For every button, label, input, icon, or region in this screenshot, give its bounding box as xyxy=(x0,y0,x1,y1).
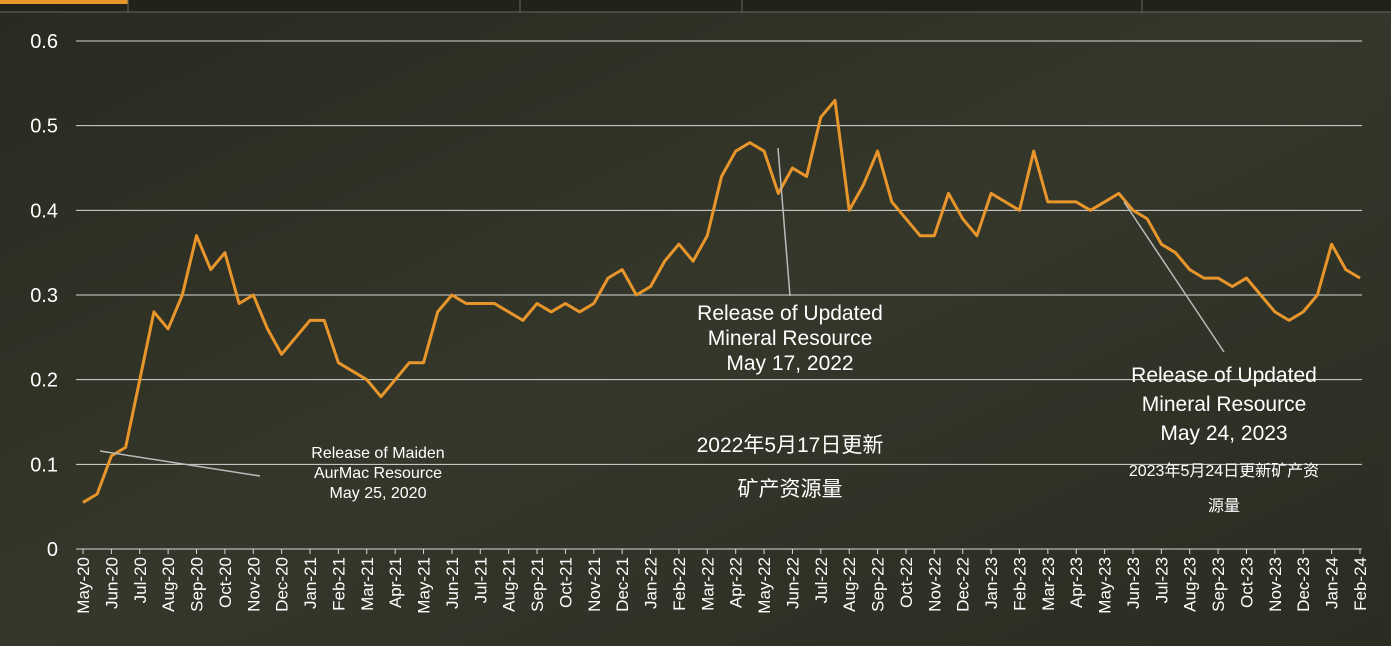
x-tick-label: Jun-23 xyxy=(1124,557,1143,609)
x-tick-label: Jun-22 xyxy=(783,557,802,609)
annotation-leader xyxy=(1123,201,1225,353)
x-tick-label: Jul-20 xyxy=(131,557,150,603)
x-tick-label: Feb-22 xyxy=(670,557,689,611)
x-tick-label: May-22 xyxy=(755,557,774,614)
x-tick-label: Oct-21 xyxy=(556,557,575,608)
x-tick-label: Dec-21 xyxy=(613,557,632,612)
x-tick-label: Oct-23 xyxy=(1237,557,1256,608)
tab-bar xyxy=(0,0,1391,12)
x-tick-label: Dec-22 xyxy=(954,557,973,612)
annotation-text: Mineral Resource xyxy=(1142,393,1307,416)
annotation-text: 2023年5月24日更新矿产资 xyxy=(1129,462,1319,480)
x-tick-label: May-20 xyxy=(74,557,93,614)
x-tick-label: Oct-22 xyxy=(897,557,916,608)
x-tick-label: Dec-20 xyxy=(273,557,292,612)
x-tick-label: Sep-21 xyxy=(528,557,547,612)
x-tick-label: Feb-21 xyxy=(329,557,348,611)
x-tick-label: May-21 xyxy=(415,557,434,614)
annotation-text: 矿产资源量 xyxy=(738,478,843,501)
active-tab[interactable] xyxy=(0,0,128,4)
x-tick-label: Mar-23 xyxy=(1039,557,1058,611)
y-tick-label: 0.5 xyxy=(30,116,58,138)
x-tick-label: Jan-23 xyxy=(982,557,1001,609)
x-tick-label: Nov-21 xyxy=(585,557,604,612)
annotation-text: Release of Updated xyxy=(1131,364,1317,387)
x-tick-label: Aug-21 xyxy=(500,557,519,612)
x-tick-label: Nov-22 xyxy=(925,557,944,612)
y-tick-label: 0.6 xyxy=(30,31,58,53)
annotation-text: May 17, 2022 xyxy=(726,352,853,375)
x-tick-label: Aug-20 xyxy=(159,557,178,612)
x-tick-label: Apr-22 xyxy=(727,557,746,608)
x-tick-label: Mar-22 xyxy=(698,557,717,611)
x-tick-label: Apr-23 xyxy=(1067,557,1086,608)
x-tick-label: Sep-23 xyxy=(1209,557,1228,612)
annotation-text: May 25, 2020 xyxy=(330,485,427,502)
x-tick-label: Oct-20 xyxy=(216,557,235,608)
x-tick-label: Jan-21 xyxy=(301,557,320,609)
x-tick-label: Nov-20 xyxy=(244,557,263,612)
y-tick-label: 0.4 xyxy=(30,200,58,222)
x-tick-label: Jun-21 xyxy=(443,557,462,609)
annotation-text: Release of Maiden xyxy=(311,445,444,462)
annotation-text: May 24, 2023 xyxy=(1160,422,1287,445)
y-tick-label: 0.1 xyxy=(30,454,58,476)
y-tick-label: 0.2 xyxy=(30,370,58,392)
x-tick-label: Dec-23 xyxy=(1294,557,1313,612)
x-tick-label: May-23 xyxy=(1096,557,1115,614)
annotation-text: Release of Updated xyxy=(697,302,883,325)
annotation-leader xyxy=(777,147,791,297)
x-tick-label: Jan-24 xyxy=(1323,557,1342,609)
x-tick-label: Nov-23 xyxy=(1266,557,1285,612)
annotation-leader xyxy=(99,450,261,477)
annotation-text: Mineral Resource xyxy=(708,327,873,350)
y-tick-label: 0.3 xyxy=(30,285,58,307)
x-tick-label: Jan-22 xyxy=(642,557,661,609)
x-tick-label: Jun-20 xyxy=(102,557,121,609)
annotation-text: AurMac Resource xyxy=(314,465,442,482)
x-tick-label: Sep-22 xyxy=(869,557,888,612)
x-tick-label: Jul-22 xyxy=(812,557,831,603)
x-tick-label: Apr-21 xyxy=(386,557,405,608)
x-tick-label: Aug-22 xyxy=(840,557,859,612)
x-tick-label: Aug-23 xyxy=(1181,557,1200,612)
x-tick-label: Sep-20 xyxy=(188,557,207,612)
annotation-text: 源量 xyxy=(1208,497,1240,515)
x-tick-label: Mar-21 xyxy=(358,557,377,611)
y-tick-label: 0 xyxy=(47,539,58,561)
price-line xyxy=(82,98,1361,504)
x-tick-label: Feb-23 xyxy=(1010,557,1029,611)
x-tick-label: Jul-21 xyxy=(471,557,490,603)
x-tick-label: Feb-24 xyxy=(1351,557,1370,611)
annotation-text: 2022年5月17日更新 xyxy=(697,434,884,457)
x-tick-label: Jul-23 xyxy=(1152,557,1171,603)
